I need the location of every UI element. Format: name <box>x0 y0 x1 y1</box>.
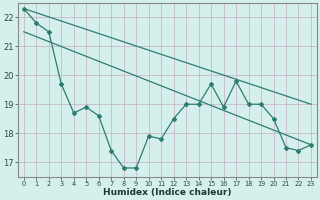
X-axis label: Humidex (Indice chaleur): Humidex (Indice chaleur) <box>103 188 232 197</box>
